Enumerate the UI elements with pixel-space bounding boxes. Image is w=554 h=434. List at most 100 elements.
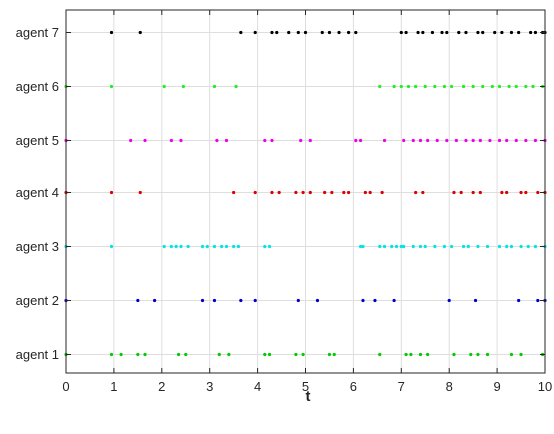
data-point <box>301 190 305 195</box>
data-point <box>109 244 114 249</box>
data-point <box>205 244 209 249</box>
data-point <box>430 30 435 35</box>
data-point <box>524 84 528 89</box>
data-point <box>452 190 456 195</box>
data-point <box>212 84 217 89</box>
data-point <box>500 190 504 195</box>
data-point <box>426 352 430 357</box>
data-point <box>380 190 384 195</box>
data-point <box>445 30 449 35</box>
data-point <box>143 352 147 357</box>
data-point <box>330 190 334 195</box>
data-point <box>473 298 478 303</box>
data-point <box>490 84 494 89</box>
data-point <box>294 190 298 195</box>
data-point <box>181 84 185 89</box>
data-point <box>179 138 183 143</box>
data-point <box>169 138 173 143</box>
data-point <box>533 244 538 249</box>
data-point <box>461 84 466 89</box>
data-point <box>524 190 528 195</box>
data-point <box>378 352 382 357</box>
data-point <box>301 352 305 357</box>
x-tick-label: 9 <box>493 379 500 394</box>
data-point <box>378 244 382 249</box>
data-point <box>493 30 497 35</box>
data-point <box>294 352 298 357</box>
data-point <box>299 138 303 143</box>
data-point <box>529 30 533 35</box>
data-point <box>217 352 221 357</box>
data-point <box>497 84 502 89</box>
data-point <box>270 138 274 143</box>
data-point <box>200 244 205 249</box>
data-point <box>296 30 300 35</box>
data-point <box>471 84 475 89</box>
data-point <box>287 30 291 35</box>
data-point <box>449 84 454 89</box>
data-point <box>212 244 217 249</box>
series-7 <box>109 30 547 35</box>
data-point <box>239 298 243 303</box>
data-point <box>320 30 324 35</box>
x-tick-label: 0 <box>62 379 69 394</box>
data-point <box>315 298 320 303</box>
data-point <box>497 138 502 143</box>
data-point <box>224 244 229 249</box>
data-point <box>347 30 351 35</box>
data-point <box>109 30 114 35</box>
data-point <box>409 352 413 357</box>
data-point <box>184 352 188 357</box>
data-point <box>505 244 509 249</box>
data-point <box>399 84 403 89</box>
data-point <box>402 138 406 143</box>
data-point <box>270 190 274 195</box>
series-3 <box>64 244 547 249</box>
data-point <box>368 190 372 195</box>
data-point <box>109 352 114 357</box>
x-tick-label: 2 <box>158 379 165 394</box>
y-tick-label: agent 2 <box>16 293 59 308</box>
data-point <box>234 84 238 89</box>
data-point <box>337 30 341 35</box>
data-point <box>505 190 509 195</box>
data-point <box>421 190 425 195</box>
y-tick-label: agent 5 <box>16 133 59 148</box>
x-tick-label: 4 <box>254 379 261 394</box>
data-point <box>435 138 439 143</box>
x-axis-title: t <box>306 388 311 405</box>
data-point <box>476 244 480 249</box>
x-tick-label: 3 <box>206 379 213 394</box>
series-1 <box>64 352 545 357</box>
data-point <box>373 298 377 303</box>
data-point <box>464 30 468 35</box>
data-point <box>109 190 114 195</box>
data-point <box>414 84 418 89</box>
data-point <box>414 190 418 195</box>
data-point <box>138 190 142 195</box>
data-point <box>464 138 468 143</box>
data-point <box>162 84 166 89</box>
data-point <box>327 30 332 35</box>
data-point <box>263 244 267 249</box>
data-point <box>519 352 523 357</box>
data-point <box>533 30 538 35</box>
data-point <box>505 138 509 143</box>
data-point <box>418 244 423 249</box>
data-point <box>253 30 257 35</box>
data-point <box>471 138 475 143</box>
data-point <box>457 30 461 35</box>
data-point <box>382 138 387 143</box>
data-point <box>200 298 205 303</box>
grid <box>66 10 545 373</box>
data-point <box>442 84 447 89</box>
x-tick-label: 6 <box>350 379 357 394</box>
data-point <box>440 30 444 35</box>
data-point <box>253 190 257 195</box>
y-tick-label: agent 3 <box>16 239 59 254</box>
data-point <box>442 244 447 249</box>
data-point <box>227 352 231 357</box>
data-point <box>488 138 492 143</box>
data-point <box>224 138 229 143</box>
